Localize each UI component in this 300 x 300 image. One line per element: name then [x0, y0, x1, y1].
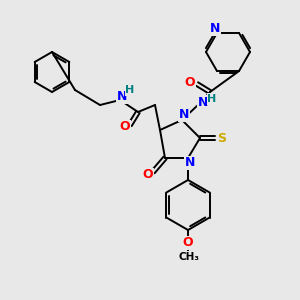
- Text: N: N: [210, 22, 220, 35]
- Text: O: O: [185, 76, 195, 89]
- Text: H: H: [207, 94, 217, 104]
- Text: O: O: [183, 236, 193, 250]
- Text: O: O: [120, 121, 130, 134]
- Text: S: S: [218, 131, 226, 145]
- Text: H: H: [125, 85, 135, 95]
- Text: N: N: [198, 95, 208, 109]
- Text: N: N: [117, 91, 127, 103]
- Text: CH₃: CH₃: [178, 252, 200, 262]
- Text: O: O: [143, 169, 153, 182]
- Text: N: N: [179, 109, 189, 122]
- Text: N: N: [185, 157, 195, 169]
